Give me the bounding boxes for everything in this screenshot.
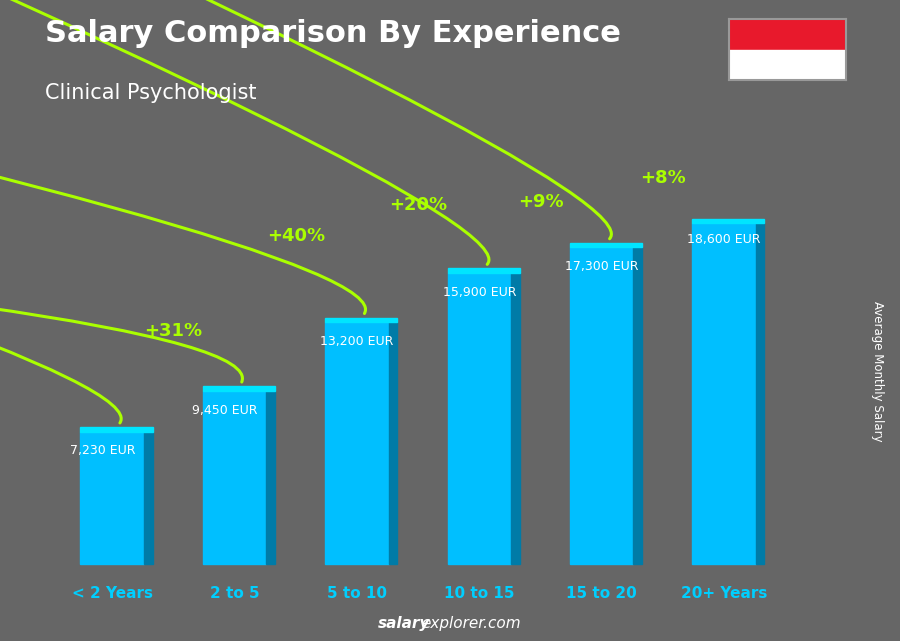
Text: 10 to 15: 10 to 15: [444, 586, 515, 601]
Bar: [325, 322, 389, 564]
Polygon shape: [692, 219, 764, 224]
Bar: [389, 322, 397, 564]
Text: 17,300 EUR: 17,300 EUR: [565, 260, 638, 273]
Text: 15 to 20: 15 to 20: [566, 586, 637, 601]
Polygon shape: [570, 243, 642, 247]
Text: 5 to 10: 5 to 10: [327, 586, 387, 601]
Text: Clinical Psychologist: Clinical Psychologist: [45, 83, 256, 103]
Text: 18,600 EUR: 18,600 EUR: [688, 233, 760, 246]
Bar: [570, 247, 634, 564]
Text: +9%: +9%: [518, 192, 563, 211]
Text: explorer.com: explorer.com: [421, 617, 521, 631]
Text: Salary Comparison By Experience: Salary Comparison By Experience: [45, 19, 621, 48]
Text: 9,450 EUR: 9,450 EUR: [192, 404, 257, 417]
Polygon shape: [202, 387, 275, 391]
Text: 2 to 5: 2 to 5: [210, 586, 259, 601]
Bar: [266, 391, 275, 564]
Bar: [729, 19, 846, 50]
Text: 7,230 EUR: 7,230 EUR: [70, 444, 135, 458]
Text: +31%: +31%: [144, 322, 202, 340]
Bar: [144, 431, 153, 564]
Bar: [756, 224, 764, 564]
Polygon shape: [325, 318, 397, 322]
Bar: [511, 273, 519, 564]
Text: 15,900 EUR: 15,900 EUR: [443, 286, 516, 299]
Polygon shape: [80, 427, 153, 431]
Bar: [202, 391, 266, 564]
Bar: [634, 247, 642, 564]
Text: salary: salary: [378, 617, 430, 631]
Text: +40%: +40%: [266, 228, 325, 246]
Text: +8%: +8%: [640, 169, 686, 187]
Text: +20%: +20%: [389, 196, 447, 214]
Text: 13,200 EUR: 13,200 EUR: [320, 335, 393, 348]
Bar: [729, 50, 846, 80]
Bar: [692, 224, 756, 564]
Bar: [80, 431, 144, 564]
Bar: [447, 273, 511, 564]
Text: < 2 Years: < 2 Years: [72, 586, 153, 601]
Polygon shape: [447, 269, 519, 273]
Text: 20+ Years: 20+ Years: [680, 586, 767, 601]
Text: Average Monthly Salary: Average Monthly Salary: [871, 301, 884, 442]
